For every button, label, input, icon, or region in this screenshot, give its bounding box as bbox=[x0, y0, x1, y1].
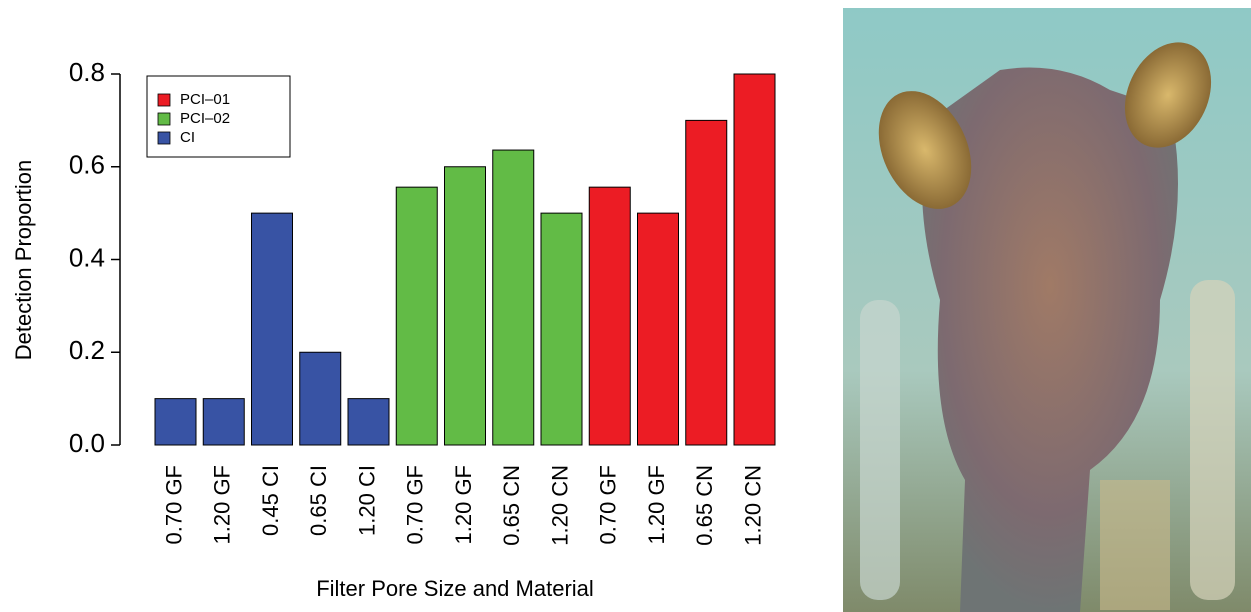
y-tick-label: 0.0 bbox=[69, 428, 105, 458]
x-tick-label: 0.70 GF bbox=[161, 465, 186, 544]
bar bbox=[733, 73, 776, 446]
bar bbox=[202, 398, 245, 446]
legend-label: CI bbox=[180, 129, 195, 146]
y-tick-label: 0.2 bbox=[69, 335, 105, 365]
bar bbox=[492, 149, 535, 446]
x-tick-label: 1.20 CN bbox=[547, 465, 572, 546]
legend bbox=[146, 75, 291, 158]
bar bbox=[588, 186, 631, 446]
x-tick-label: 1.20 CN bbox=[740, 465, 765, 546]
y-axis-title: Detection Proportion bbox=[11, 160, 36, 361]
x-tick-label: 0.65 CI bbox=[306, 465, 331, 536]
legend-label: PCI–02 bbox=[180, 110, 230, 127]
bar bbox=[540, 212, 583, 446]
bar bbox=[395, 186, 438, 446]
x-tick-label: 1.20 GF bbox=[451, 465, 476, 544]
x-tick-label: 0.70 GF bbox=[596, 465, 621, 544]
x-axis-title: Filter Pore Size and Material bbox=[316, 576, 594, 601]
x-tick-label: 1.20 GF bbox=[644, 465, 669, 544]
x-tick-label: 1.20 CI bbox=[354, 465, 379, 536]
y-tick-label: 0.6 bbox=[69, 150, 105, 180]
bar bbox=[685, 119, 728, 446]
bar bbox=[299, 351, 342, 446]
legend-swatch bbox=[157, 112, 171, 126]
bar bbox=[251, 212, 293, 446]
x-tick-label: 0.65 CN bbox=[692, 465, 717, 546]
legend-swatch bbox=[157, 93, 171, 107]
bar bbox=[444, 166, 486, 446]
x-tick-label: 0.65 CN bbox=[499, 465, 524, 546]
x-tick-label: 0.45 CI bbox=[258, 465, 283, 536]
x-tick-label: 0.70 GF bbox=[403, 465, 428, 544]
legend-label: PCI–01 bbox=[180, 91, 230, 108]
bar bbox=[154, 398, 197, 446]
x-tick-label: 1.20 GF bbox=[210, 465, 235, 544]
y-tick-label: 0.8 bbox=[69, 57, 105, 87]
bar bbox=[347, 398, 390, 446]
bar bbox=[637, 212, 679, 446]
photo bbox=[843, 8, 1251, 612]
legend-swatch bbox=[157, 131, 171, 145]
y-tick-label: 0.4 bbox=[69, 242, 105, 272]
